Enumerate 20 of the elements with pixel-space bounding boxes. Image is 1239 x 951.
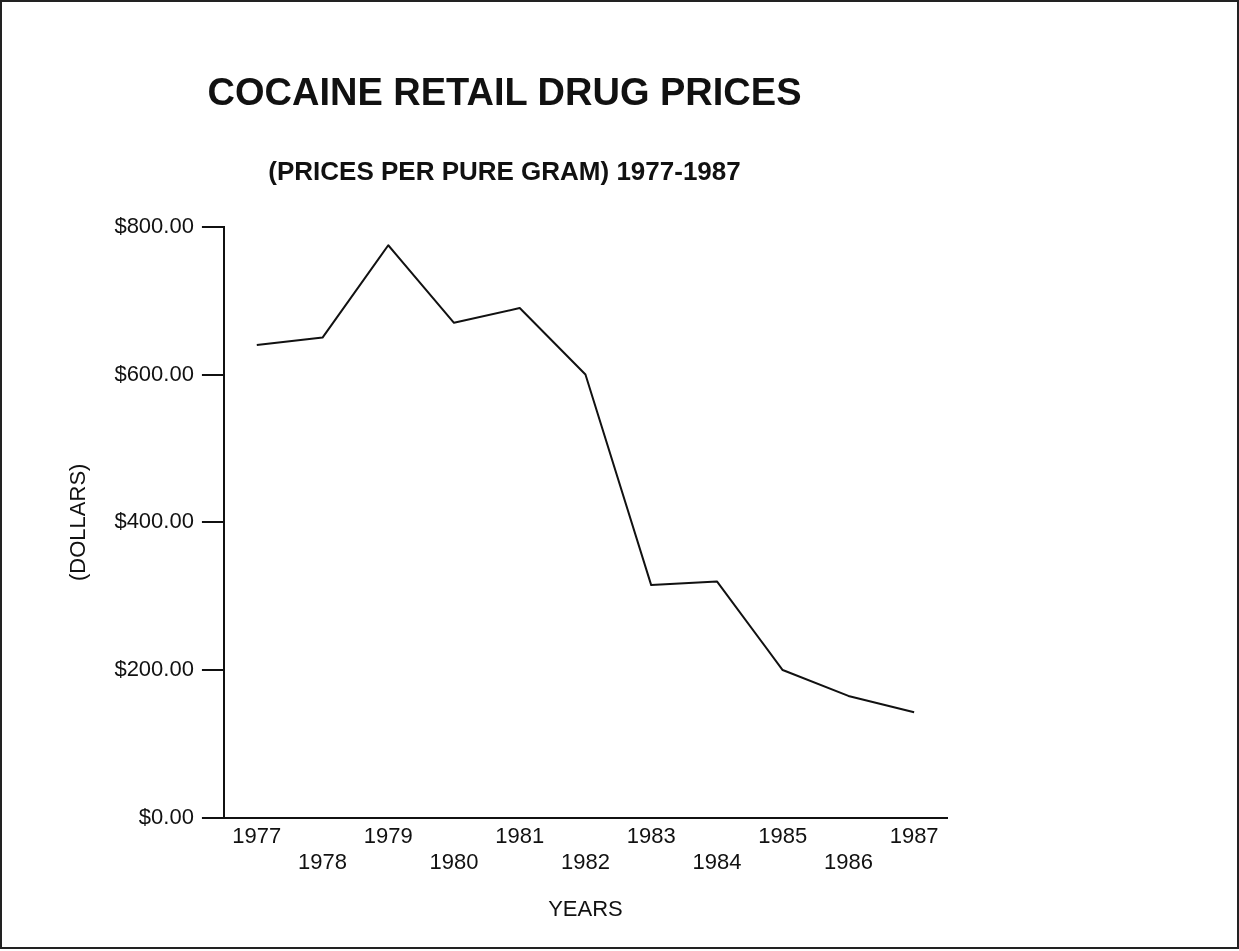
chart-subtitle: (PRICES PER PURE GRAM) 1977-1987 bbox=[268, 156, 741, 187]
y-tick-label: $400.00 bbox=[114, 508, 194, 534]
y-tick-label: $600.00 bbox=[114, 360, 194, 386]
y-axis-title: (DOLLARS) bbox=[65, 463, 91, 581]
x-tick-label: 1979 bbox=[363, 823, 413, 849]
x-axis-title: YEARS bbox=[548, 895, 623, 921]
x-tick-label: 1986 bbox=[823, 849, 873, 875]
x-tick-label: 1980 bbox=[429, 849, 479, 875]
x-tick-label: 1978 bbox=[298, 849, 347, 875]
y-tick-label: $0.00 bbox=[138, 803, 194, 829]
y-tick-label: $200.00 bbox=[114, 656, 194, 682]
x-tick-label: 1982 bbox=[560, 849, 610, 875]
chart-title: COCAINE RETAIL DRUG PRICES bbox=[207, 71, 802, 114]
x-tick-label: 1983 bbox=[626, 823, 676, 849]
x-tick-label: 1984 bbox=[692, 849, 742, 875]
x-tick-label: 1981 bbox=[495, 823, 545, 849]
x-tick-label: 1977 bbox=[232, 823, 282, 849]
x-tick-label: 1985 bbox=[758, 823, 808, 849]
x-tick-label: 1987 bbox=[889, 823, 939, 849]
y-tick-label: $800.00 bbox=[114, 212, 194, 238]
